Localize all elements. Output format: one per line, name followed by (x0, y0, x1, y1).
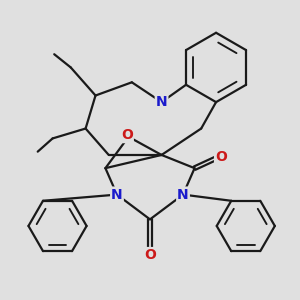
Text: O: O (121, 128, 133, 142)
Text: O: O (215, 150, 227, 164)
Text: N: N (156, 95, 167, 109)
Text: N: N (177, 188, 189, 202)
Text: O: O (144, 248, 156, 262)
Text: N: N (111, 188, 123, 202)
